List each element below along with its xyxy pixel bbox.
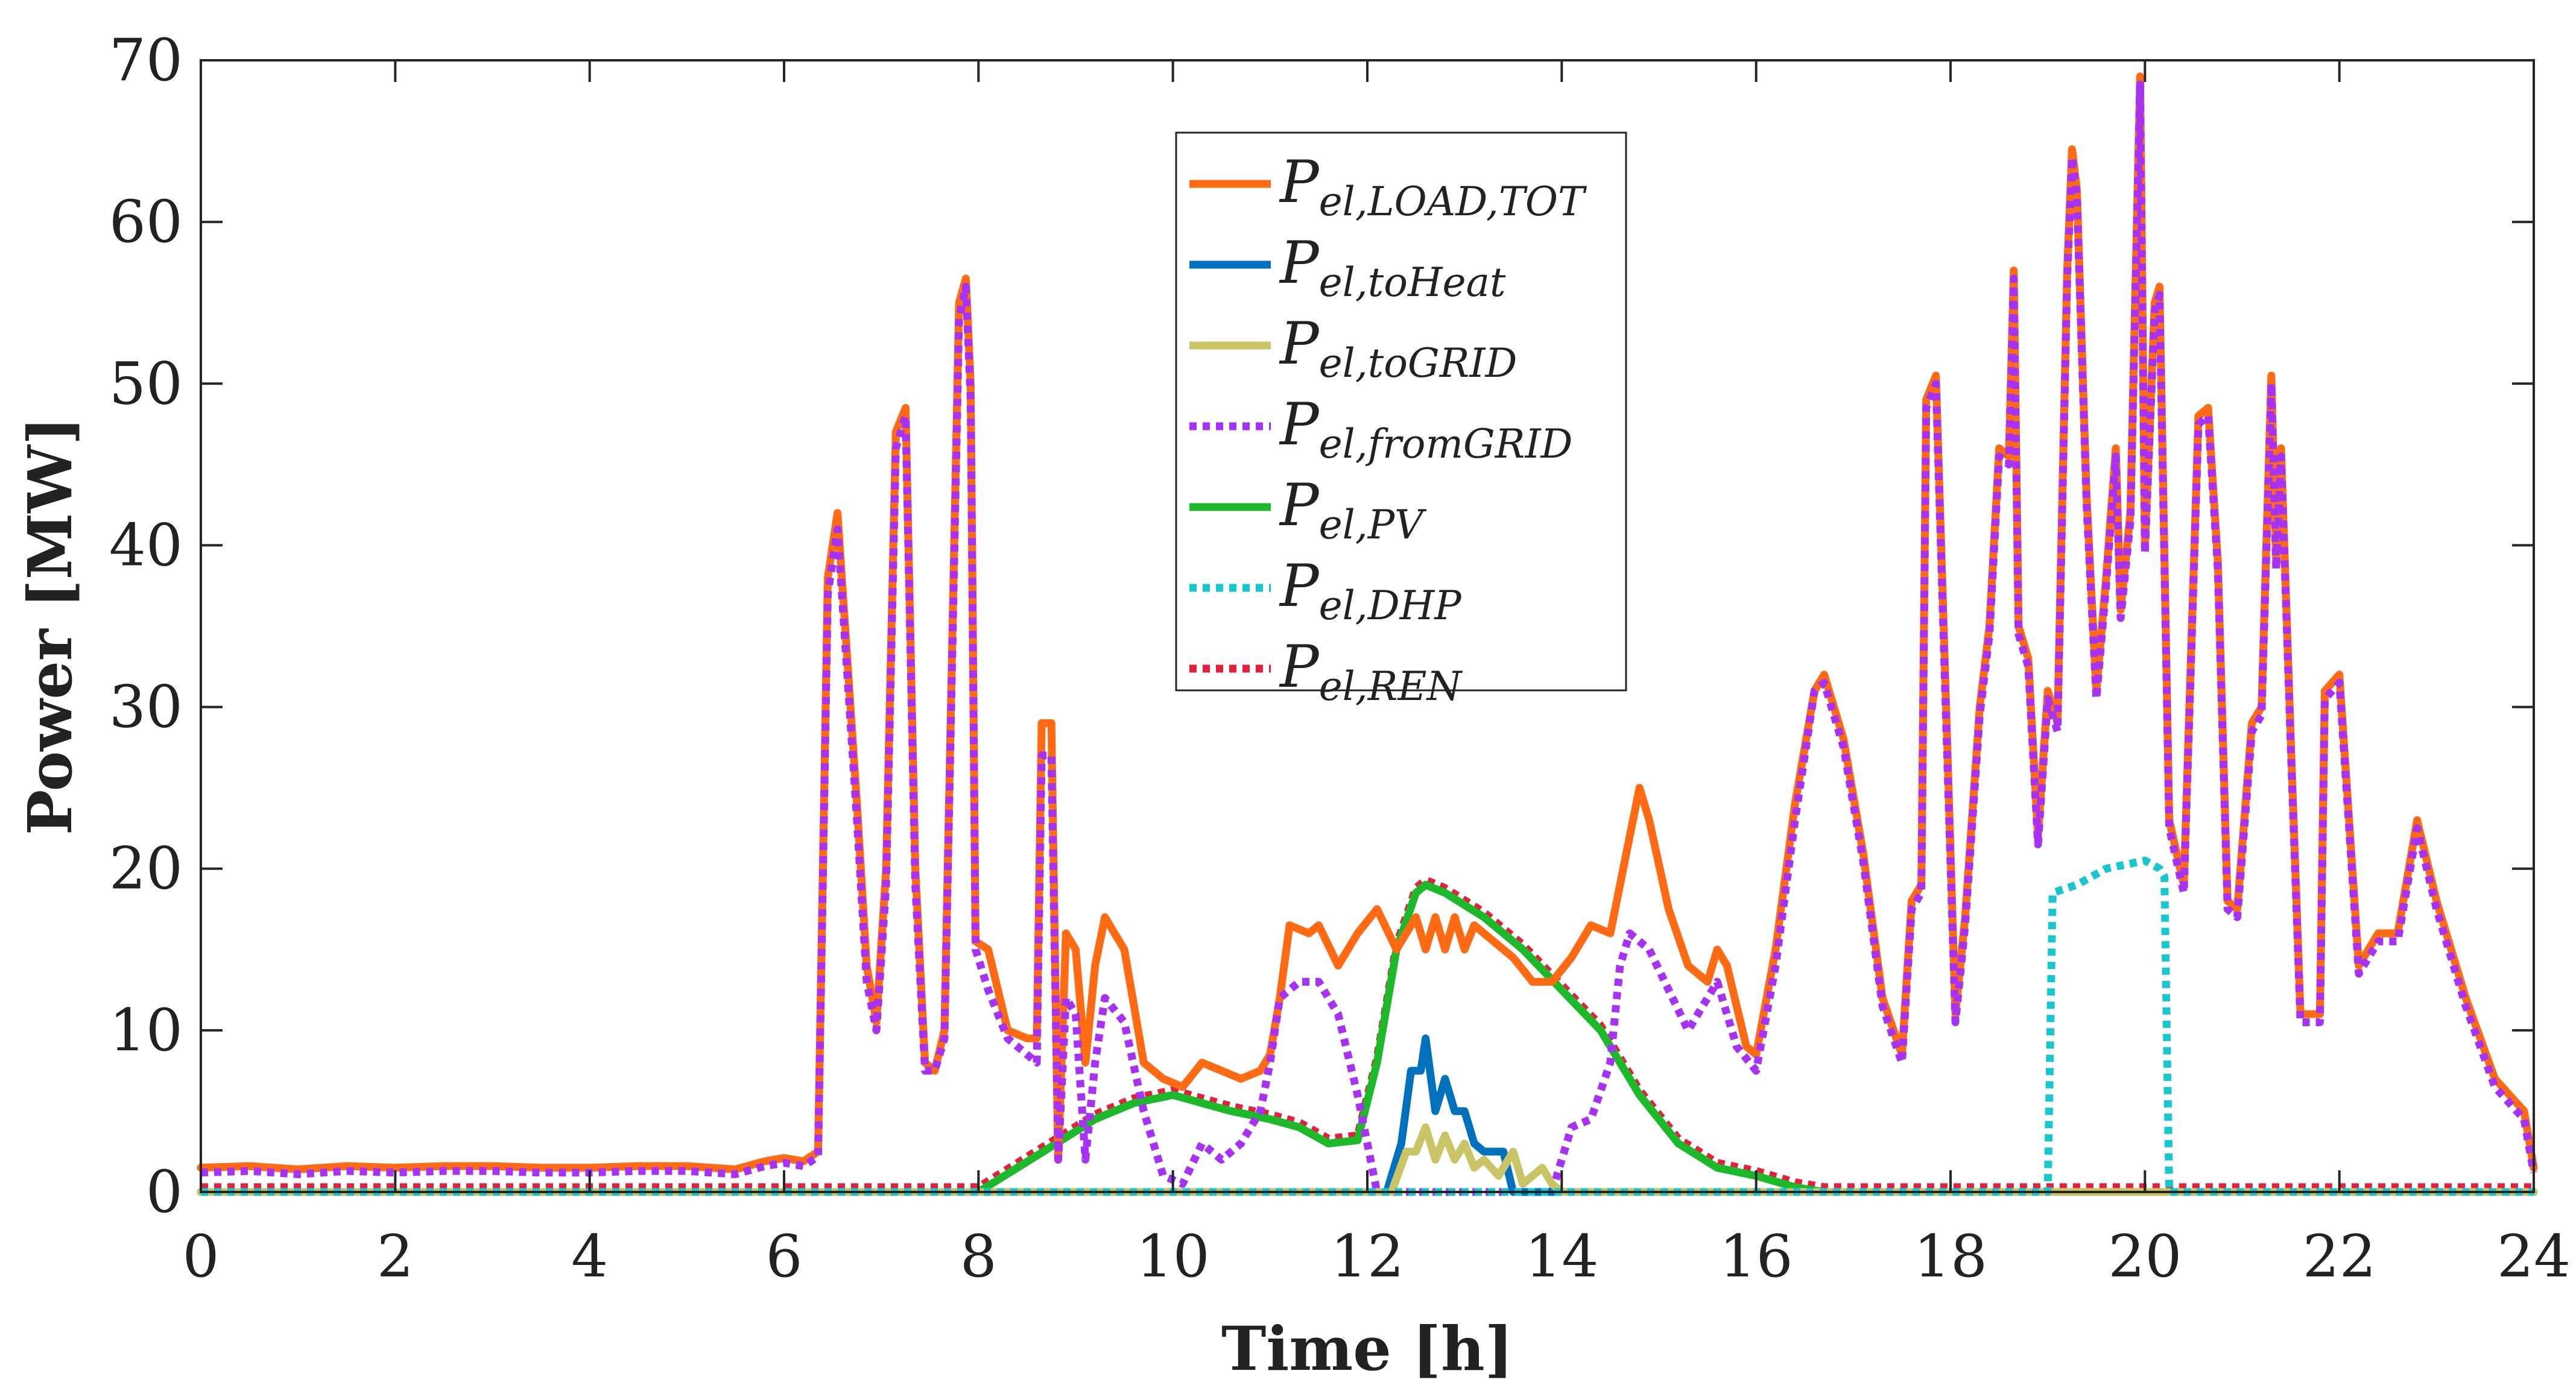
x-tick-label: 22 (2303, 1223, 2376, 1290)
y-tick-label: 40 (109, 511, 183, 579)
y-axis-ticks: 0 10 20 30 40 50 60 70 (109, 27, 2534, 1226)
legend-label: Pel,toGRID (1279, 310, 1517, 386)
y-tick-label: 0 (146, 1158, 183, 1226)
y-tick-label: 20 (109, 835, 183, 903)
y-tick-label: 30 (109, 673, 183, 741)
x-tick-label: 16 (1720, 1223, 1793, 1290)
series-line-el-fromgrid (200, 80, 2538, 1196)
y-tick-label: 60 (109, 188, 183, 256)
legend-label: Pel,LOAD,TOT (1279, 148, 1587, 225)
x-tick-label: 0 (182, 1223, 219, 1290)
y-axis-title: Power [MW] (14, 417, 86, 835)
legend: Pel,LOAD,TOTPel,toHeatPel,toGRIDPel,from… (1175, 131, 1627, 710)
series-line-el-togrid (197, 1123, 2538, 1196)
series-line-el-toheat (197, 1034, 2538, 1196)
x-tick-label: 14 (1525, 1223, 1598, 1290)
x-axis-title: Time [h] (1221, 1313, 1513, 1384)
y-tick-label: 70 (109, 27, 183, 94)
y-tick-label: 10 (109, 997, 183, 1064)
x-tick-label: 10 (1136, 1223, 1210, 1290)
x-tick-label: 12 (1331, 1223, 1404, 1290)
legend-label: Pel,DHP (1279, 552, 1462, 629)
x-tick-label: 2 (377, 1223, 414, 1290)
legend-label: Pel,REN (1279, 633, 1463, 710)
series-layer (197, 72, 2538, 1196)
series-line-el-dhp (201, 856, 2534, 1196)
legend-label: Pel,PV (1279, 471, 1427, 548)
x-tick-label: 18 (1914, 1223, 1987, 1290)
x-tick-label: 6 (765, 1223, 802, 1290)
legend-box (1175, 131, 1627, 692)
x-tick-label: 20 (2108, 1223, 2182, 1290)
x-tick-label: 4 (571, 1223, 608, 1290)
legend-label: Pel,toHeat (1279, 229, 1506, 306)
y-tick-label: 50 (109, 350, 183, 417)
legend-label: Pel,fromGRID (1279, 391, 1572, 467)
x-tick-label: 8 (960, 1223, 997, 1290)
x-tick-label: 24 (2497, 1223, 2571, 1290)
x-axis-ticks: 0 2 4 6 8 10 12 14 16 18 20 22 24 (182, 60, 2571, 1290)
